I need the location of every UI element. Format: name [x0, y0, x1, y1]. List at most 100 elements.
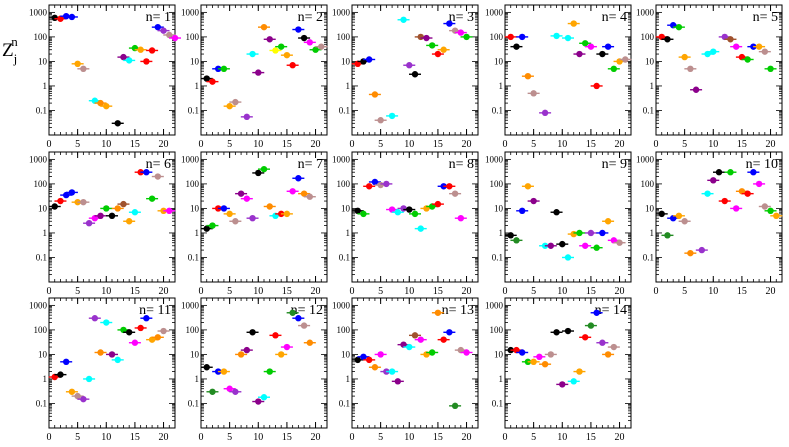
data-point	[97, 349, 104, 356]
data-point	[704, 190, 711, 197]
x-tick-label: 15	[282, 286, 292, 297]
x-tick-label: 15	[433, 139, 443, 150]
y-tick-label: 1000	[181, 154, 200, 164]
data-point	[103, 205, 110, 212]
y-tick-label: 1000	[332, 154, 351, 164]
data-point	[97, 212, 104, 220]
data-point	[220, 65, 228, 73]
data-point	[283, 51, 291, 59]
data-point	[715, 169, 723, 176]
data-point	[581, 334, 589, 341]
y-tick-label: 100	[490, 179, 504, 189]
data-point	[272, 332, 279, 339]
x-tick-label: 10	[557, 286, 567, 297]
data-point	[137, 324, 144, 332]
data-point	[243, 113, 251, 121]
data-point	[377, 117, 384, 124]
data-point	[406, 206, 413, 213]
x-tick-label: 10	[708, 139, 718, 150]
y-tick-label: 100	[34, 325, 48, 335]
data-point	[260, 23, 268, 31]
x-tick-label: 5	[682, 286, 687, 297]
x-tick-label: 15	[433, 432, 443, 443]
data-point	[710, 48, 717, 55]
y-tick-label: 1	[499, 81, 504, 91]
panel-label: n= 5	[753, 10, 778, 25]
data-point	[266, 368, 273, 375]
y-tick-label: 1	[43, 228, 48, 238]
y-tick-label: 100	[186, 32, 200, 42]
data-point	[120, 326, 127, 334]
data-point	[513, 43, 520, 50]
x-tick-label: 5	[531, 139, 536, 150]
data-point	[255, 169, 262, 177]
y-tick-label: 1000	[29, 300, 48, 310]
panel-9: 0 5 10 15 20 0.1 1 10 100 1000 n= 9	[485, 151, 632, 297]
data-point	[68, 189, 76, 196]
x-tick-label: 10	[101, 432, 111, 443]
x-tick-label: 15	[737, 139, 747, 150]
y-tick-label: 1	[650, 228, 655, 238]
y-axis-label-subscript: j	[13, 51, 18, 66]
data-point	[103, 102, 110, 110]
y-tick-label: 1	[346, 228, 351, 238]
data-point	[681, 53, 688, 61]
data-point	[755, 180, 763, 188]
data-point	[406, 62, 413, 69]
data-point	[220, 205, 228, 212]
data-point	[417, 336, 424, 343]
data-point	[428, 42, 436, 49]
data-point	[108, 212, 116, 220]
data-point	[255, 398, 262, 405]
y-tick-label: 100	[337, 32, 351, 42]
y-tick-label: 0.1	[339, 252, 350, 262]
x-tick-label: 0	[47, 432, 52, 443]
data-point	[616, 239, 623, 246]
y-tick-label: 1	[346, 374, 351, 384]
data-point	[570, 378, 577, 385]
data-point	[388, 368, 396, 375]
x-tick-label: 15	[586, 432, 596, 443]
x-tick-label: 5	[531, 432, 536, 443]
y-axis-label-superscript: n	[11, 34, 18, 49]
data-point	[365, 183, 373, 190]
data-point	[570, 230, 577, 238]
data-point	[283, 343, 291, 351]
x-tick-label: 15	[433, 286, 443, 297]
data-point	[166, 207, 173, 215]
y-tick-label: 1	[499, 374, 504, 384]
y-tick-label: 0.1	[492, 105, 503, 115]
data-point	[209, 388, 216, 395]
data-point	[148, 47, 156, 54]
data-point	[463, 349, 470, 356]
panel-label: n= 11	[139, 303, 171, 318]
data-point	[114, 205, 121, 212]
x-tick-label: 5	[378, 286, 383, 297]
y-tick-label: 0.1	[643, 252, 654, 262]
panel-label: n= 13	[442, 303, 474, 318]
x-tick-label: 20	[311, 432, 321, 443]
x-tick-label: 15	[130, 432, 140, 443]
x-tick-label: 10	[404, 286, 414, 297]
y-tick-label: 10	[645, 203, 655, 213]
data-point	[658, 33, 665, 41]
y-tick-label: 1000	[332, 7, 351, 17]
panel-11: 0 5 10 15 20 0.1 1 10 100 1000 n= 11	[29, 297, 176, 443]
x-tick-label: 20	[615, 432, 625, 443]
x-tick-label: 0	[503, 286, 508, 297]
data-point	[451, 402, 459, 410]
x-tick-label: 0	[199, 139, 204, 150]
data-point	[727, 36, 734, 43]
data-point	[553, 329, 560, 336]
data-point	[295, 26, 302, 33]
data-point	[604, 351, 612, 358]
data-point	[394, 378, 402, 385]
data-point	[203, 75, 210, 82]
panel-label: n= 1	[146, 10, 171, 25]
x-tick-label: 20	[615, 286, 625, 297]
data-point	[411, 71, 419, 78]
x-tick-label: 20	[311, 139, 321, 150]
panel-10: 0 5 10 15 20 0.1 1 10 100 1000 n= 10	[636, 151, 783, 297]
data-point	[446, 183, 453, 190]
data-point	[91, 214, 99, 222]
